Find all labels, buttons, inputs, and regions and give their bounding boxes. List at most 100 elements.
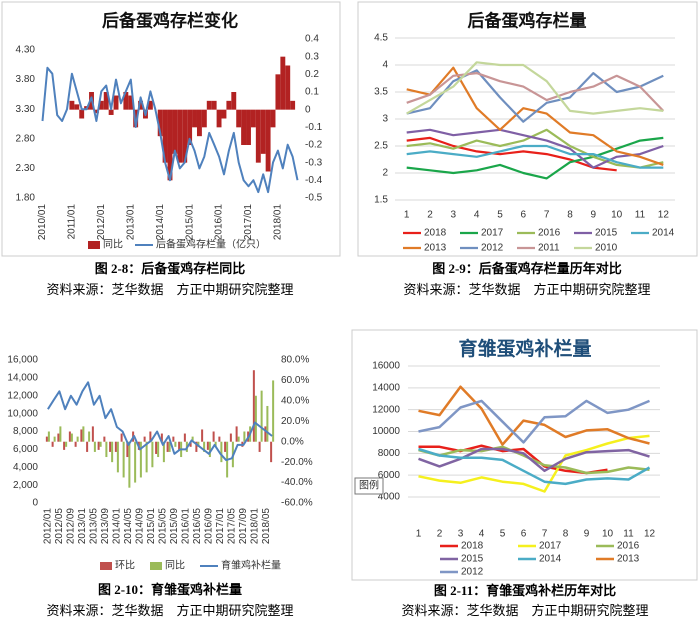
bar <box>250 109 256 128</box>
bar <box>201 109 207 128</box>
bar <box>97 441 100 450</box>
bar <box>260 109 266 154</box>
x-tick-label: 2015/01 <box>184 204 195 241</box>
bar <box>241 109 247 145</box>
y2-tick-label: -40.0% <box>281 477 313 488</box>
y2-tick-label: 60.0% <box>281 375 309 386</box>
x-tick-label: 2012/01 <box>43 508 54 545</box>
x-tick-label: 8 <box>563 529 569 540</box>
bar <box>88 431 91 442</box>
bar <box>68 431 71 442</box>
bar <box>236 109 242 128</box>
bar <box>162 109 168 163</box>
legend-label: 2016 <box>617 541 640 552</box>
legend-label: 2010 <box>595 243 618 254</box>
series-line <box>418 444 608 475</box>
x-tick-label: 2017/01 <box>243 204 254 241</box>
legend-label: 2016 <box>538 228 561 239</box>
source-note: 资料来源：芝华数据 方正中期研究院整理 <box>46 282 293 297</box>
y-tick-label: 4000 <box>378 492 401 503</box>
bar <box>91 426 94 442</box>
x-tick-label: 2017/01 <box>215 508 226 545</box>
y2-tick-label: 0.0% <box>281 436 304 447</box>
bar <box>255 109 261 163</box>
source-note: 资料来源：芝华数据 方正中期研究院整理 <box>403 282 650 297</box>
bar <box>226 100 232 110</box>
bar <box>149 431 152 442</box>
y2-tick-label: 0.3 <box>305 51 319 62</box>
bar <box>187 109 193 145</box>
x-tick-label: 11 <box>635 210 646 221</box>
series-line <box>418 447 650 473</box>
x-tick-label: 2015/09 <box>169 508 180 545</box>
bar <box>270 109 276 128</box>
y2-tick-label: 0.4 <box>305 34 319 45</box>
bar <box>126 441 129 458</box>
legend-label: 2013 <box>424 243 447 254</box>
y2-tick-label: -0.5 <box>305 193 323 204</box>
bar <box>138 100 144 110</box>
x-tick-label: 3 <box>451 210 457 221</box>
series-line <box>406 128 664 169</box>
x-tick-label: 8 <box>567 210 573 221</box>
bar <box>189 441 192 447</box>
legend-label: 2014 <box>539 554 562 565</box>
bar <box>266 405 269 442</box>
y-tick-label: 10,000 <box>7 408 38 419</box>
bar <box>254 395 257 442</box>
series-line <box>418 385 650 446</box>
y-tick-label: 10000 <box>372 426 400 437</box>
series-line <box>406 144 664 169</box>
bar <box>65 441 68 447</box>
y2-tick-label: -0.3 <box>305 157 323 168</box>
bar <box>113 95 119 110</box>
series-line <box>406 136 617 172</box>
y-tick-label: 14000 <box>372 382 400 393</box>
series-line <box>418 447 651 486</box>
bar <box>82 426 85 442</box>
legend-label: 2012 <box>481 243 504 254</box>
x-tick-label: 6 <box>521 529 527 540</box>
bar <box>192 109 197 128</box>
bar <box>216 109 222 128</box>
bar <box>70 433 73 442</box>
x-tick-label: 2014/01 <box>112 508 123 545</box>
bar <box>178 441 181 450</box>
x-tick-label: 5 <box>500 529 506 540</box>
bar <box>86 441 89 452</box>
bar <box>270 441 273 463</box>
bar <box>260 390 263 442</box>
bar <box>265 109 271 172</box>
y2-tick-label: -0.4 <box>305 175 323 186</box>
bar <box>212 431 215 442</box>
y2-tick-label: 80.0% <box>281 355 309 366</box>
bar <box>134 441 137 483</box>
y2-tick-label: 40.0% <box>281 395 309 406</box>
x-tick-label: 1 <box>416 529 422 540</box>
x-tick-label: 2013/01 <box>77 508 88 545</box>
x-tick-label: 6 <box>521 210 527 221</box>
bar <box>211 100 217 110</box>
bar <box>53 436 56 442</box>
bar <box>80 429 83 442</box>
x-tick-label: 4 <box>479 529 485 540</box>
tooltip: 图例 <box>359 479 379 492</box>
y-tick-label: 2,000 <box>13 480 38 491</box>
legend-swatch <box>150 562 162 570</box>
y-tick-label: 1.5 <box>374 195 388 206</box>
bar <box>45 436 48 442</box>
bar <box>191 436 194 442</box>
bar <box>114 441 117 452</box>
x-tick-label: 12 <box>658 210 670 221</box>
y-tick-label: 16000 <box>372 361 400 372</box>
legend-label: 同比 <box>165 560 185 572</box>
x-tick-label: 2016/09 <box>204 508 215 545</box>
bar <box>243 431 246 442</box>
y-tick-label: 2.80 <box>16 133 36 144</box>
x-tick-label: 10 <box>611 210 623 221</box>
bar <box>111 441 114 463</box>
x-tick-label: 2 <box>427 210 433 221</box>
bar <box>155 441 158 454</box>
y-tick-label: 0 <box>32 498 38 509</box>
